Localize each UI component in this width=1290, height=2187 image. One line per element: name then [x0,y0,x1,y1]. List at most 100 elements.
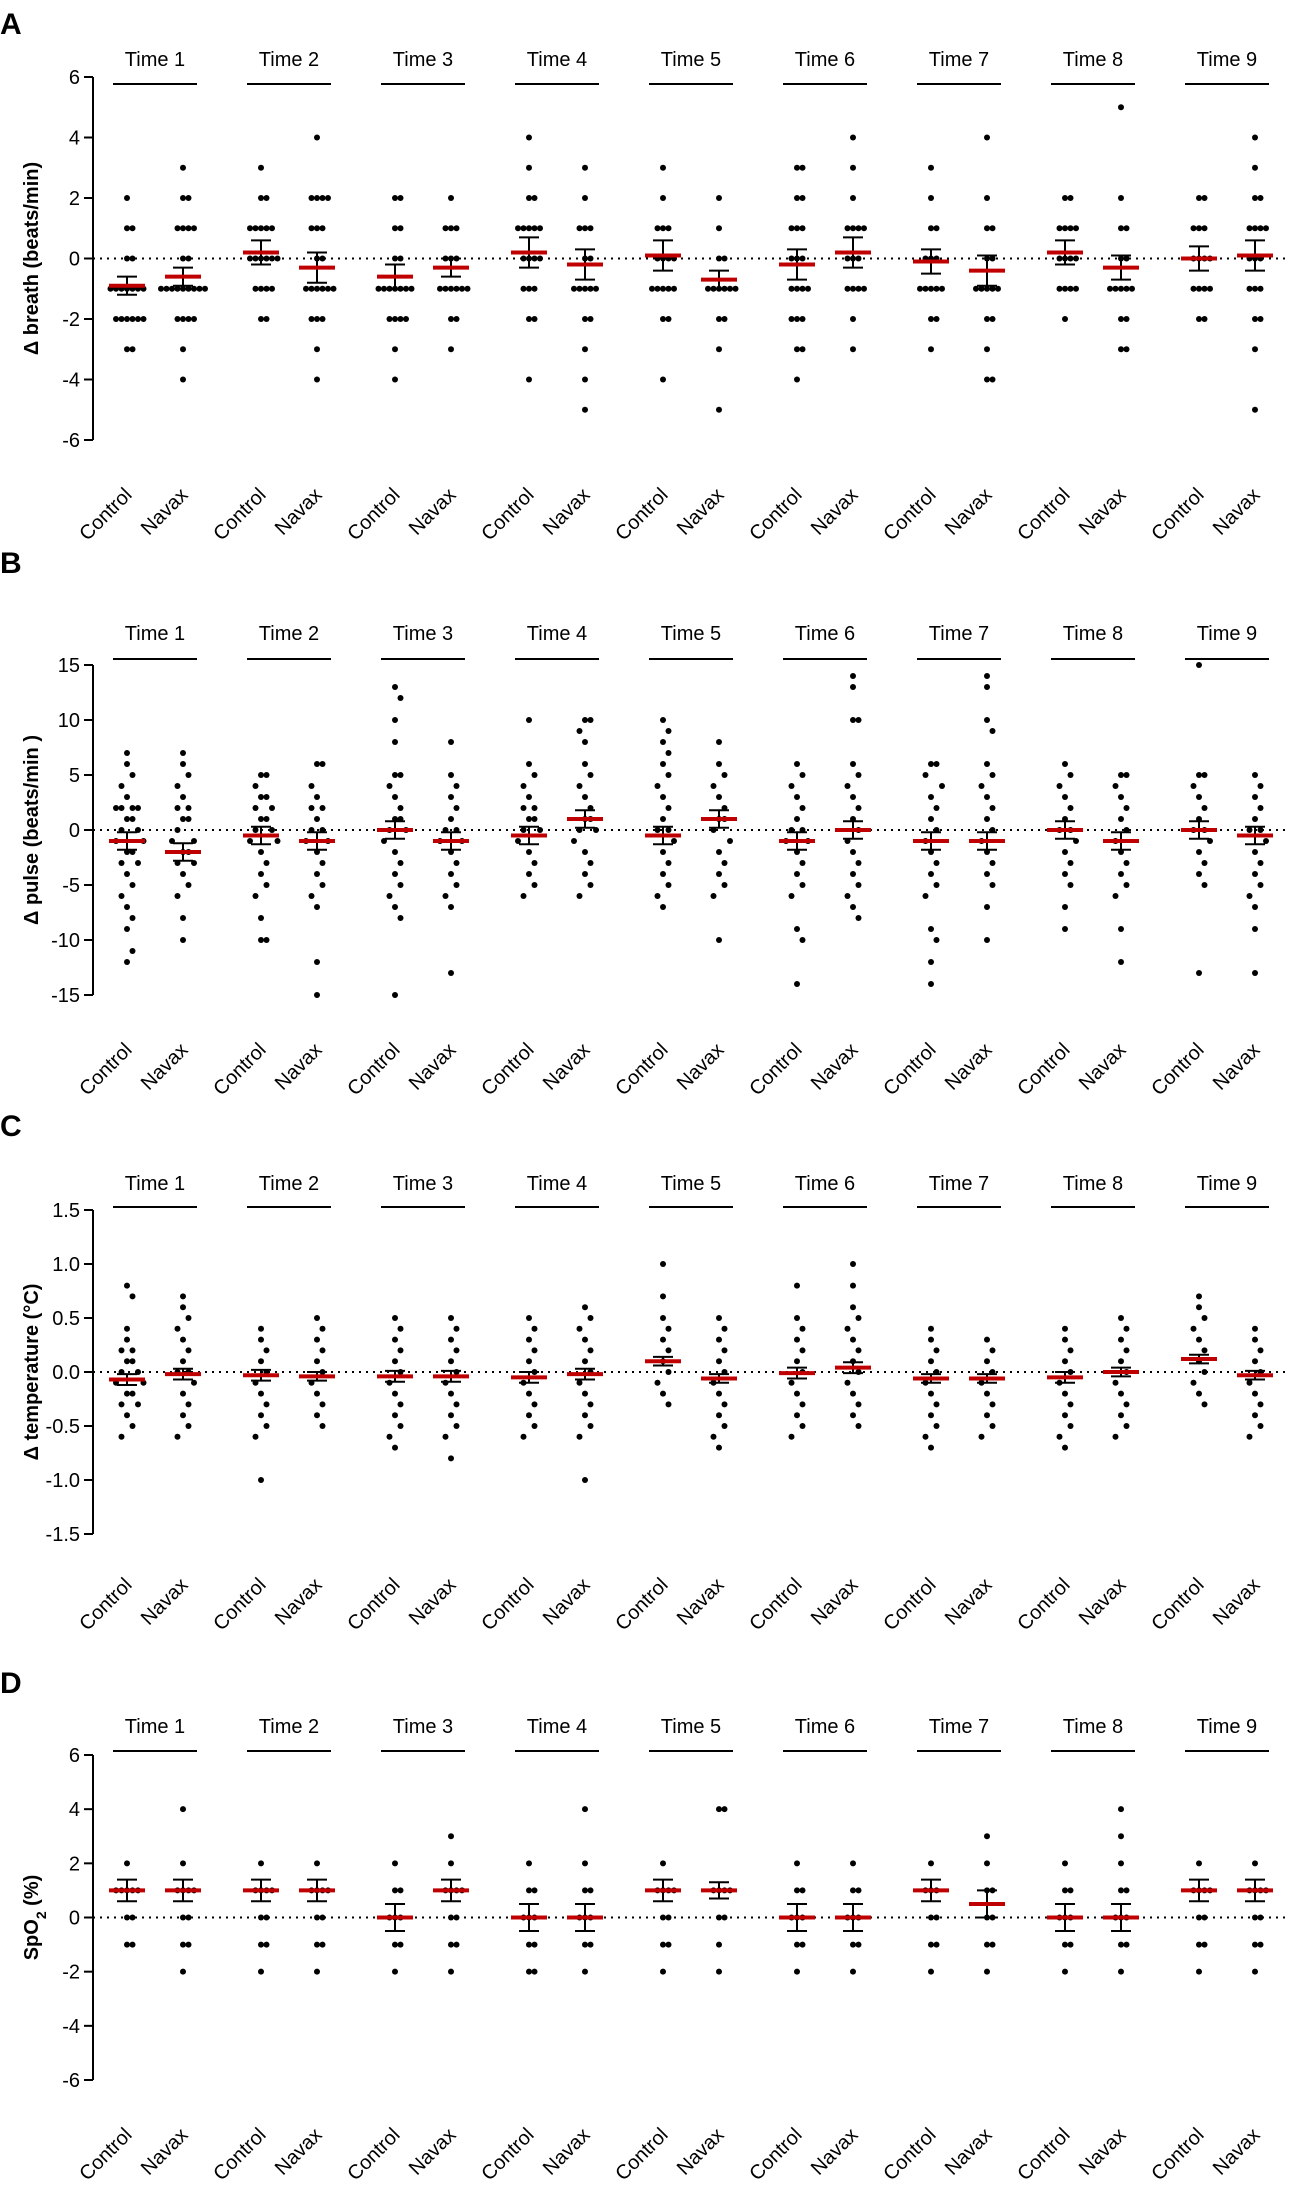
data-point [1201,1315,1208,1321]
data-point [984,1336,990,1343]
data-point [705,285,711,292]
data-point [124,316,130,322]
data-point [526,717,532,723]
data-point [660,871,666,877]
data-point [448,1860,454,1867]
data-point [1067,225,1074,232]
data-point [1062,1412,1068,1419]
data-point [855,805,862,811]
data-point [1118,1315,1124,1321]
data-point [1196,316,1202,322]
data-point [531,1887,538,1894]
data-point [716,1444,722,1451]
data-point [453,1941,460,1948]
data-point [258,1358,264,1365]
x-category-label: Control [745,1574,806,1635]
data-point [1123,285,1130,292]
data-point [124,816,130,822]
data-point [258,849,264,855]
data-point [989,882,996,888]
data-point [448,1315,454,1321]
data-point [984,717,990,723]
data-point [392,717,398,723]
data-point [526,134,532,141]
data-point [118,1401,125,1408]
data-point [721,772,728,778]
data-point [392,1860,398,1867]
data-point [1062,761,1068,767]
data-point [185,255,192,262]
data-point [442,1433,449,1440]
x-category-label: Navax [405,484,461,540]
data-point [1252,346,1258,353]
data-point [269,225,275,232]
data-point [582,164,588,171]
x-category-label: Navax [405,2124,461,2180]
y-tick-label: -2 [62,1962,80,1984]
x-category-label: Navax [673,484,729,540]
data-point [1062,195,1068,201]
data-point [665,1914,672,1921]
data-point [180,1914,186,1921]
data-point [180,316,186,322]
data-point [1118,285,1124,292]
data-point [531,195,538,201]
x-category-label: Navax [137,1039,193,1095]
data-point [526,1887,532,1894]
data-point [989,376,996,383]
data-point [1246,893,1253,899]
data-point [799,1347,806,1354]
data-point [1257,860,1264,866]
x-category-label: Navax [539,1574,595,1630]
data-point [587,1423,594,1429]
data-point [314,134,320,141]
x-category-label: Control [209,1039,270,1100]
data-point [174,316,181,322]
data-point [799,1325,806,1332]
data-point [984,1412,990,1419]
data-point [314,316,320,322]
panel-letter-d: D [0,1667,22,1700]
data-point [531,225,538,232]
data-point [1201,1401,1208,1408]
data-point [984,195,990,201]
data-point [185,772,192,778]
data-point [1067,882,1074,888]
data-point [180,1968,186,1975]
data-point [710,1433,717,1440]
data-point [124,195,130,201]
data-point [448,794,454,800]
data-point [1062,1325,1068,1332]
data-point [794,346,800,353]
data-point [794,225,800,232]
data-point [129,882,136,888]
data-point [1252,926,1258,932]
data-point [185,1315,192,1321]
x-category-label: Control [1013,484,1074,545]
y-tick-label: -6 [62,2070,80,2092]
data-point [1118,225,1124,232]
data-point [1123,346,1130,353]
data-point [989,772,996,778]
data-point [129,1914,136,1921]
data-point [1257,1423,1264,1429]
data-point [180,195,186,201]
data-point [917,285,923,292]
data-point [582,1941,588,1948]
data-point [844,225,851,232]
data-point [939,783,945,789]
data-point [989,860,996,866]
data-point [247,225,253,232]
data-point [174,1325,181,1332]
data-point [448,1941,454,1948]
data-point [397,695,404,701]
data-point [1196,1336,1202,1343]
y-axis-label: Δ temperature (°C) [21,1284,43,1461]
data-point [1252,970,1258,976]
data-point [794,871,800,877]
data-point [1067,285,1074,292]
data-point [129,346,136,353]
x-category-label: Navax [137,1574,193,1630]
data-point [587,882,594,888]
data-point [984,1358,990,1365]
